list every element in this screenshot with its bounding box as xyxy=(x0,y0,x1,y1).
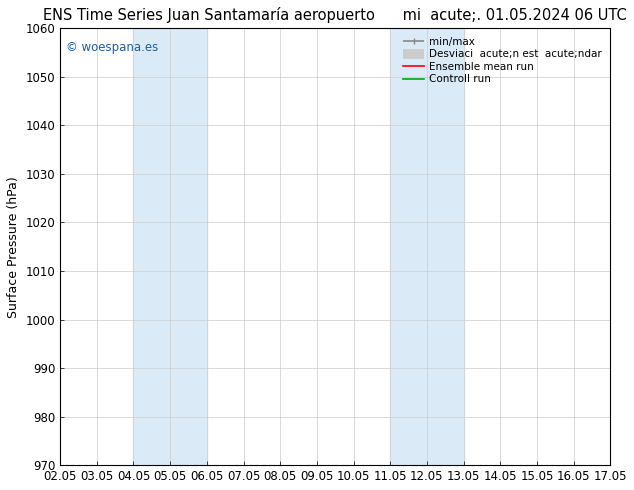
Bar xyxy=(391,28,463,465)
Legend: min/max, Desviaci  acute;n est  acute;ndar, Ensemble mean run, Controll run: min/max, Desviaci acute;n est acute;ndar… xyxy=(400,33,605,88)
Title: ENS Time Series Juan Santamaría aeropuerto      mi  acute;. 01.05.2024 06 UTC: ENS Time Series Juan Santamaría aeropuer… xyxy=(43,7,627,23)
Bar xyxy=(134,28,207,465)
Y-axis label: Surface Pressure (hPa): Surface Pressure (hPa) xyxy=(7,176,20,318)
Text: © woespana.es: © woespana.es xyxy=(65,41,158,54)
